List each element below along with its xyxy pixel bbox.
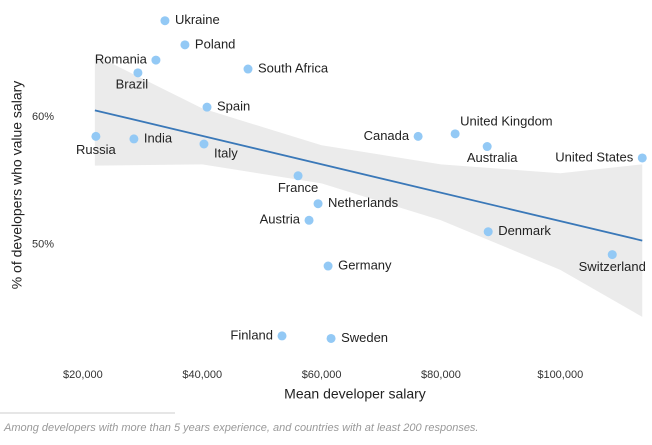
point [482, 142, 492, 152]
point-label: South Africa [258, 60, 329, 75]
point-label: India [144, 130, 173, 145]
x-axis-title: Mean developer salary [284, 386, 426, 402]
point-label: France [278, 180, 318, 195]
point [180, 40, 190, 50]
point-label: Ukraine [175, 12, 220, 27]
x-tick-label: $100,000 [537, 369, 583, 381]
y-axis-title: % of developers who value salary [9, 81, 25, 290]
point [151, 55, 161, 65]
point-label: Poland [195, 36, 235, 51]
point-label: Germany [338, 257, 392, 272]
point [637, 153, 647, 163]
point [129, 134, 139, 144]
x-tick-label: $40,000 [182, 369, 222, 381]
point [326, 333, 336, 343]
point [304, 215, 314, 225]
point [483, 227, 493, 237]
x-tick-label: $60,000 [302, 369, 342, 381]
point [323, 261, 333, 271]
point-label: United Kingdom [460, 113, 552, 128]
point [277, 331, 287, 341]
y-tick-label: 50% [32, 238, 54, 250]
point [293, 171, 303, 181]
point-label: Denmark [498, 223, 551, 238]
point-label: Sweden [341, 330, 388, 345]
point-label: Romania [95, 52, 148, 67]
x-tick-label: $20,000 [63, 369, 103, 381]
point-label: Brazil [116, 76, 149, 91]
point [91, 131, 101, 141]
point-label: Russia [76, 142, 117, 157]
point [413, 131, 423, 141]
point-label: Spain [217, 99, 250, 114]
point [199, 139, 209, 149]
point [450, 129, 460, 139]
point-label: Australia [467, 150, 518, 165]
confidence-band [94, 55, 643, 317]
point [202, 102, 212, 112]
point-label: Austria [260, 212, 301, 227]
trend-line [94, 109, 643, 242]
point [160, 16, 170, 26]
point-label: Switzerland [579, 259, 646, 274]
point [243, 64, 253, 74]
y-tick-label: 60% [32, 111, 54, 123]
x-tick-label: $80,000 [421, 369, 461, 381]
point [133, 68, 143, 78]
point-label: Italy [214, 145, 238, 160]
point-label: Finland [230, 327, 273, 342]
point [607, 250, 617, 260]
point-label: United States [555, 149, 634, 164]
point-label: Canada [364, 128, 410, 143]
footnote: Among developers with more than 5 years … [3, 422, 479, 434]
point [313, 199, 323, 209]
point-label: Netherlands [328, 195, 399, 210]
